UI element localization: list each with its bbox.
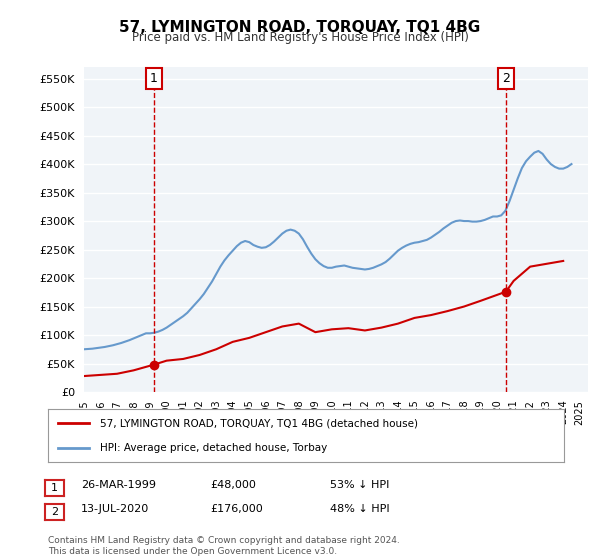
Text: 2: 2 (51, 507, 58, 517)
Text: 13-JUL-2020: 13-JUL-2020 (81, 505, 149, 515)
Text: HPI: Average price, detached house, Torbay: HPI: Average price, detached house, Torb… (100, 442, 327, 452)
Text: 57, LYMINGTON ROAD, TORQUAY, TQ1 4BG (detached house): 57, LYMINGTON ROAD, TORQUAY, TQ1 4BG (de… (100, 418, 418, 428)
Text: £48,000: £48,000 (210, 480, 256, 491)
Text: 48% ↓ HPI: 48% ↓ HPI (330, 505, 389, 515)
Text: 1: 1 (51, 483, 58, 493)
Text: 2: 2 (502, 72, 510, 85)
Text: Price paid vs. HM Land Registry's House Price Index (HPI): Price paid vs. HM Land Registry's House … (131, 31, 469, 44)
Text: 1: 1 (150, 72, 158, 85)
Text: 26-MAR-1999: 26-MAR-1999 (81, 480, 156, 491)
Text: 53% ↓ HPI: 53% ↓ HPI (330, 480, 389, 491)
Text: Contains HM Land Registry data © Crown copyright and database right 2024.
This d: Contains HM Land Registry data © Crown c… (48, 536, 400, 556)
Text: £176,000: £176,000 (210, 505, 263, 515)
Text: 57, LYMINGTON ROAD, TORQUAY, TQ1 4BG: 57, LYMINGTON ROAD, TORQUAY, TQ1 4BG (119, 20, 481, 35)
